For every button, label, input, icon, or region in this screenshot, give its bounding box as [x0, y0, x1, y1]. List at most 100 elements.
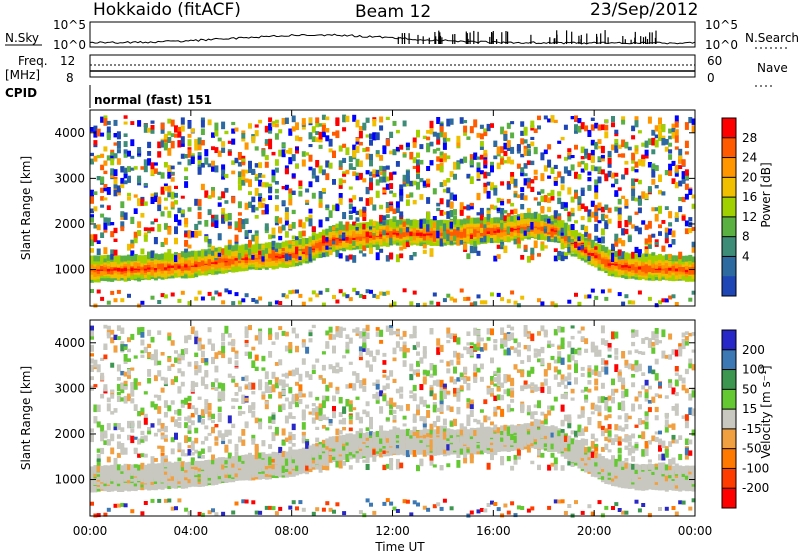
echo-cell [234, 471, 239, 478]
echo-cell [466, 217, 471, 224]
scatter-cell [432, 131, 437, 137]
scatter-cell [248, 453, 252, 461]
echo-cell [120, 465, 125, 472]
near-range-cell [224, 288, 229, 293]
near-range-cell [479, 300, 484, 305]
echo-cell [295, 260, 299, 267]
scatter-cell [321, 395, 326, 404]
scatter-cell [103, 184, 108, 189]
scatter-cell [254, 124, 259, 128]
near-range-cell [432, 292, 437, 297]
scatter-cell [264, 253, 269, 260]
scatter-cell [631, 135, 636, 140]
scatter-cell [278, 446, 283, 455]
scatter-cell [311, 324, 316, 329]
scatter-cell [328, 148, 333, 153]
scatter-cell [278, 326, 283, 331]
echo-cell [614, 250, 619, 257]
scatter-cell [348, 156, 353, 163]
near-range-cell [237, 300, 242, 305]
scatter-cell [658, 224, 662, 229]
scatter-cell [123, 380, 128, 388]
scatter-cell [248, 123, 252, 129]
near-range-cell [516, 303, 521, 308]
scatter-cell [432, 188, 437, 195]
scatter-cell [580, 156, 585, 160]
echo-cell [594, 260, 599, 267]
scatter-cell [476, 212, 481, 216]
near-range-cell [278, 506, 283, 511]
scatter-cell [291, 154, 296, 162]
scatter-cell [271, 384, 276, 393]
echo-cell [590, 256, 595, 263]
echo-cell [412, 219, 417, 226]
echo-cell [180, 474, 185, 481]
echo-cell [409, 219, 414, 226]
scatter-cell [96, 155, 101, 159]
scatter-cell [318, 444, 323, 451]
scatter-cell [358, 228, 363, 234]
echo-cell [90, 466, 94, 473]
scatter-cell [100, 431, 105, 437]
scatter-cell [180, 381, 185, 387]
scatter-cell [221, 458, 226, 465]
echo-cell [516, 227, 521, 234]
scatter-cell [375, 179, 380, 186]
scatter-cell [315, 175, 320, 183]
scatter-cell [100, 204, 105, 208]
echo-cell [140, 260, 145, 267]
echo-cell [348, 244, 353, 251]
scatter-cell [127, 358, 131, 362]
echo-cell [288, 450, 293, 457]
scatter-cell [167, 137, 172, 143]
scatter-cell [295, 393, 299, 401]
scatter-cell [204, 149, 209, 157]
scatter-cell [325, 116, 330, 121]
nsky-panel [89, 21, 696, 48]
scatter-cell [127, 348, 131, 353]
scatter-cell [301, 254, 306, 260]
echo-cell [93, 465, 98, 472]
scatter-cell [446, 211, 451, 219]
scatter-cell [338, 330, 343, 338]
scatter-cell [251, 255, 256, 260]
scatter-cell [385, 255, 390, 262]
scatter-cell [190, 156, 195, 164]
scatter-cell [123, 359, 128, 364]
scatter-cell [526, 182, 531, 189]
scatter-cell [335, 239, 340, 246]
scatter-cell [567, 148, 572, 152]
scatter-cell [274, 452, 279, 458]
scatter-cell [678, 206, 683, 213]
echo-cell [123, 273, 128, 280]
echo-cell [429, 234, 434, 241]
scatter-cell [567, 170, 572, 176]
scatter-cell [244, 339, 249, 343]
echo-cell [130, 265, 135, 272]
scatter-cell [587, 171, 592, 176]
scatter-cell [422, 218, 427, 224]
scatter-cell [543, 165, 548, 172]
scatter-cell [547, 218, 552, 224]
scatter-cell [547, 159, 552, 168]
scatter-cell [466, 215, 471, 219]
scatter-cell [234, 127, 239, 132]
scatter-cell [204, 157, 209, 165]
scatter-cell [526, 143, 531, 149]
scatter-cell [106, 217, 111, 223]
scatter-cell [214, 165, 219, 173]
near-range-cell [321, 302, 326, 307]
scatter-cell [540, 206, 545, 214]
scatter-cell [150, 169, 155, 175]
scatter-cell [493, 187, 498, 196]
scatter-cell [362, 208, 367, 217]
echo-cell [315, 455, 320, 462]
echo-cell [130, 464, 135, 471]
scatter-cell [140, 339, 145, 346]
scatter-cell [123, 346, 128, 350]
scatter-cell [352, 195, 357, 200]
echo-cell [355, 243, 360, 250]
echo-cell [140, 255, 145, 262]
scatter-cell [147, 151, 152, 156]
scatter-cell [614, 142, 619, 148]
